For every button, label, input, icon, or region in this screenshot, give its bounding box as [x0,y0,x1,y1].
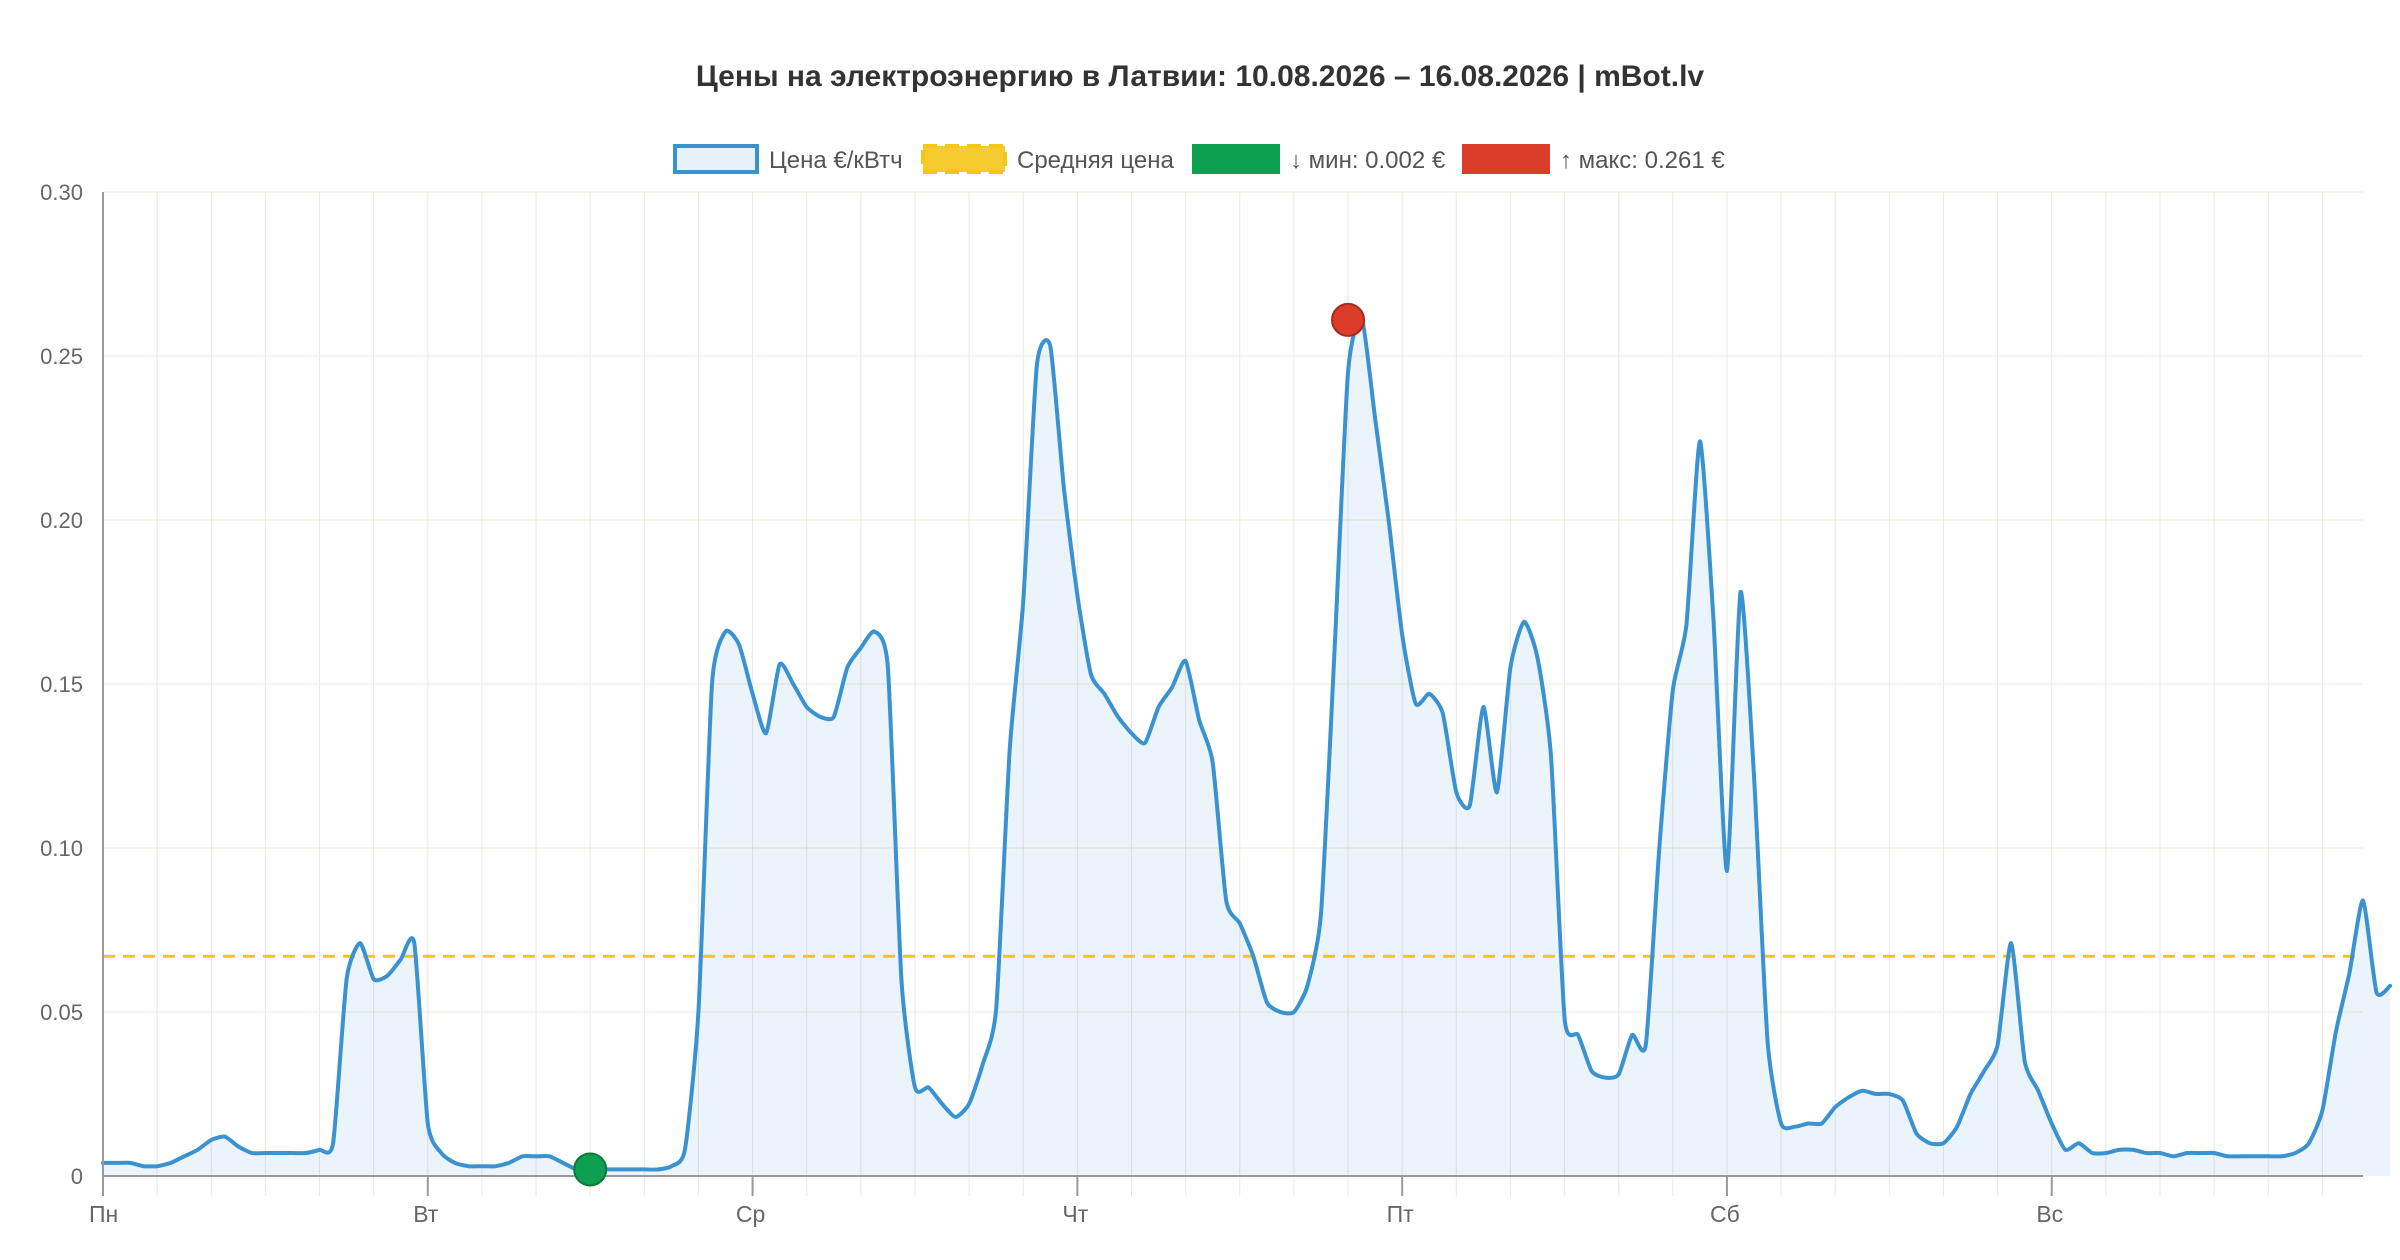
y-tick-label: 0.05 [40,1000,83,1025]
legend-label-average: Средняя цена [1017,147,1174,174]
price-line [101,314,2393,1172]
x-tick-label: Пн [89,1201,118,1227]
y-tick-label: 0.30 [40,180,83,205]
x-tick-label: Вс [2036,1201,2063,1227]
y-tick-label: 0.15 [40,672,83,697]
y-tick-label: 0 [71,1164,83,1189]
x-tick-label: Вт [413,1201,439,1227]
legend-item-max[interactable]: ↑ макс: 0.261 € [1462,144,1725,174]
x-tick-label: Чт [1062,1201,1088,1227]
chart-title: Цены на электроэнергию в Латвии: 10.08.2… [696,60,1705,93]
max-price-marker[interactable] [1331,302,1366,337]
x-tick-label: Пт [1387,1201,1415,1227]
legend-swatch-average [921,144,1007,174]
x-tick-label: Сб [1710,1201,1740,1227]
legend-label-price: Цена €/кВтч [769,147,903,174]
legend-item-price[interactable]: Цена €/кВтч [673,144,903,174]
legend-swatch-max [1462,144,1550,174]
x-axis-ticks: Пн Вт Ср Чт Пт Сб Вс [89,1176,2063,1227]
min-price-marker[interactable] [573,1152,608,1187]
x-tick-label: Ср [736,1201,765,1227]
legend-item-average[interactable]: Средняя цена [921,144,1174,174]
price-area [103,316,2391,1176]
legend: Цена €/кВтч Средняя цена ↓ мин: 0.002 € … [673,144,1725,174]
legend-label-min: ↓ мин: 0.002 € [1290,147,1446,174]
legend-item-min[interactable]: ↓ мин: 0.002 € [1192,144,1446,174]
y-tick-label: 0.20 [40,508,83,533]
legend-swatch-price [673,144,759,174]
legend-swatch-min [1192,144,1280,174]
y-tick-label: 0.25 [40,344,83,369]
y-axis-ticks: 0 0.05 0.10 0.15 0.20 0.25 0.30 [40,180,83,1189]
legend-label-max: ↑ макс: 0.261 € [1560,147,1725,174]
y-tick-label: 0.10 [40,836,83,861]
